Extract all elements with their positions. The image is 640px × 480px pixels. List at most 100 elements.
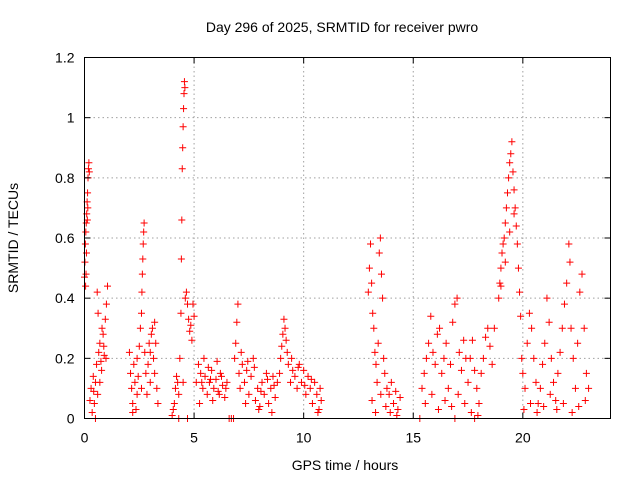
- data-point: [204, 363, 212, 371]
- data-point: [262, 369, 270, 377]
- data-point: [422, 354, 430, 362]
- data-point: [451, 300, 459, 308]
- chart-title: Day 296 of 2025, SRMTID for receiver pwr…: [206, 19, 479, 35]
- data-point: [125, 348, 133, 356]
- x-tick-label: 10: [296, 430, 312, 446]
- x-tick-labels: 0 5 10 15 20: [81, 430, 531, 446]
- data-point: [140, 228, 148, 236]
- data-point: [291, 372, 299, 380]
- data-point: [471, 366, 479, 374]
- data-point: [301, 381, 309, 389]
- data-point: [282, 336, 290, 344]
- data-point: [104, 282, 112, 290]
- data-point: [528, 324, 536, 332]
- data-point: [234, 300, 242, 308]
- data-point: [129, 408, 137, 416]
- data-point: [86, 396, 94, 404]
- data-point: [233, 318, 241, 326]
- data-point: [273, 378, 281, 386]
- data-point: [138, 270, 146, 278]
- data-point: [525, 309, 533, 317]
- data-point: [543, 294, 551, 302]
- data-point: [308, 399, 316, 407]
- data-point: [179, 144, 187, 152]
- data-point: [128, 384, 136, 392]
- data-point: [250, 363, 258, 371]
- data-point: [532, 378, 540, 386]
- data-point: [137, 309, 145, 317]
- data-point: [98, 324, 106, 332]
- data-point: [509, 168, 517, 176]
- data-point: [139, 255, 147, 263]
- data-point: [176, 354, 184, 362]
- data-point: [257, 387, 265, 395]
- data-point: [297, 378, 305, 386]
- data-point: [243, 366, 251, 374]
- data-point: [576, 288, 584, 296]
- data-point: [284, 360, 292, 368]
- data-point: [221, 393, 229, 401]
- y-tick-label: 1: [67, 110, 75, 126]
- data-point: [90, 387, 98, 395]
- x-axis-label: GPS time / hours: [292, 457, 399, 473]
- data-point: [82, 219, 90, 227]
- data-point: [376, 234, 384, 242]
- data-point: [468, 336, 476, 344]
- data-point: [466, 354, 474, 362]
- data-point: [140, 219, 148, 227]
- data-point: [393, 411, 401, 419]
- data-point: [582, 369, 590, 377]
- data-point: [133, 390, 141, 398]
- data-point: [304, 372, 312, 380]
- data-point: [578, 270, 586, 278]
- data-point: [541, 339, 549, 347]
- data-point: [495, 294, 503, 302]
- data-point: [280, 315, 288, 323]
- data-point: [287, 378, 295, 386]
- data-point: [300, 366, 308, 374]
- data-point: [181, 294, 189, 302]
- data-point: [240, 378, 248, 386]
- data-point: [434, 405, 442, 413]
- data-point: [385, 390, 393, 398]
- data-point: [199, 384, 207, 392]
- data-point: [131, 378, 139, 386]
- data-point: [394, 405, 402, 413]
- data-point: [82, 270, 90, 278]
- data-point: [143, 390, 151, 398]
- data-point: [519, 369, 527, 377]
- data-point: [145, 339, 153, 347]
- data-point: [540, 402, 548, 410]
- data-point: [367, 240, 375, 248]
- data-point: [101, 315, 109, 323]
- data-point: [85, 168, 93, 176]
- data-point: [518, 354, 526, 362]
- data-point: [231, 354, 239, 362]
- data-point: [223, 378, 231, 386]
- data-point: [486, 342, 494, 350]
- data-point: [457, 366, 465, 374]
- data-point: [497, 264, 505, 272]
- data-point: [269, 372, 277, 380]
- data-point: [148, 324, 156, 332]
- data-point: [558, 324, 566, 332]
- data-point: [311, 378, 319, 386]
- data-point: [513, 240, 521, 248]
- data-point: [278, 342, 286, 350]
- data-point: [210, 384, 218, 392]
- data-point: [235, 369, 243, 377]
- data-point: [552, 396, 560, 404]
- axis-ticks: [84, 57, 611, 419]
- data-point: [154, 399, 162, 407]
- data-point: [182, 288, 190, 296]
- data-point: [444, 384, 452, 392]
- data-point: [368, 279, 376, 287]
- data-point: [502, 204, 510, 212]
- data-point: [372, 408, 380, 416]
- data-point: [94, 390, 102, 398]
- data-point: [464, 378, 472, 386]
- data-point: [556, 348, 564, 356]
- data-point: [580, 324, 588, 332]
- data-point: [178, 165, 186, 173]
- data-point: [521, 384, 529, 392]
